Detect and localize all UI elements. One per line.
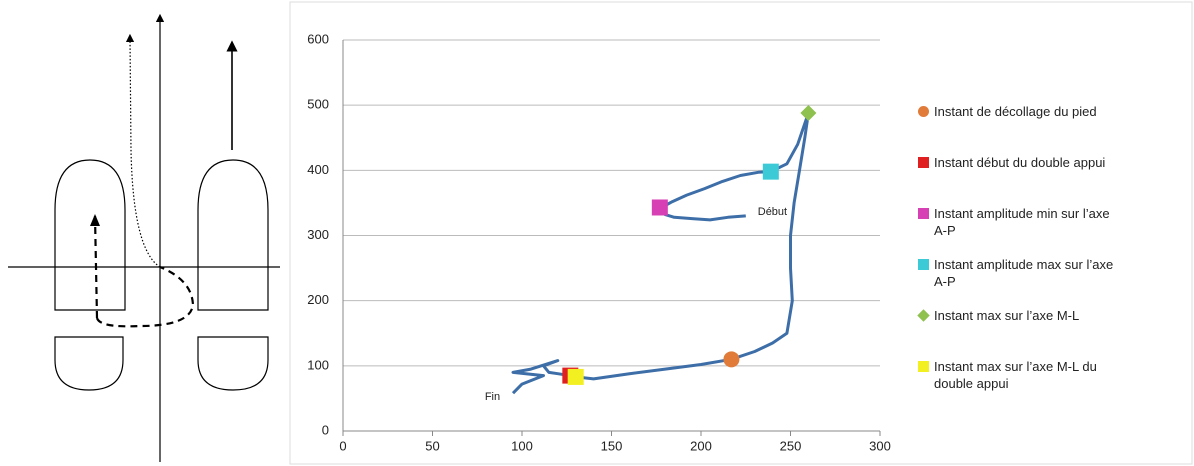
y-tick-label: 0 [322, 422, 329, 437]
legend-swatch [917, 309, 930, 322]
foot-outline [197, 336, 269, 391]
plot: 0 100 200 300 400 500 600 0 50 100 150 200 250 300 Déb… [307, 31, 891, 453]
x-tick-label: 50 [425, 438, 439, 453]
legend-swatch [918, 259, 929, 270]
legend-entry: Instant de décollage du pied [918, 103, 1118, 120]
legend-label: Instant max sur l’axe M-L du double appu… [934, 359, 1097, 391]
legend-swatch [918, 157, 929, 168]
foot-outline [54, 159, 126, 311]
legend-label: Instant max sur l’axe M-L [934, 308, 1080, 323]
y-tick-label: 200 [307, 292, 329, 307]
x-tick-label: 150 [601, 438, 623, 453]
chart-frame [289, 1, 1193, 465]
marker [800, 104, 817, 121]
legend-entry: Instant amplitude max sur l’axe A-P [918, 256, 1118, 290]
legend-entry: Instant amplitude min sur l’axe A-P [918, 205, 1118, 239]
legend-label: Instant début du double appui [934, 155, 1106, 170]
foot-outline [54, 336, 124, 391]
gait-diagram [8, 13, 280, 462]
y-tick-label: 400 [307, 162, 329, 177]
foot-outline [197, 159, 269, 311]
legend-swatch [918, 208, 929, 219]
legend-label: Instant amplitude min sur l’axe A-P [934, 206, 1110, 238]
legend-entry: Instant max sur l’axe M-L [917, 307, 1118, 324]
legend-swatch [918, 106, 929, 117]
y-tick-label: 600 [307, 31, 329, 46]
arrow-head [90, 214, 100, 226]
y-tick-label: 100 [307, 357, 329, 372]
x-tick-label: 250 [780, 438, 802, 453]
legend-label: Instant amplitude max sur l’axe A-P [934, 257, 1114, 289]
dotted-path [125, 33, 161, 268]
legend-entry: Instant début du double appui [918, 154, 1118, 171]
annotation: Fin [485, 391, 500, 403]
legend-swatch [918, 361, 929, 372]
x-tick-label: 300 [869, 438, 891, 453]
marker [723, 351, 740, 368]
dashed-path [93, 215, 195, 328]
legend-entry: Instant max sur l’axe M-L du double appu… [918, 358, 1118, 392]
marker [567, 368, 584, 385]
x-tick-label: 100 [511, 438, 533, 453]
marker [651, 199, 668, 216]
x-tick-label: 0 [339, 438, 346, 453]
y-tick-label: 500 [307, 97, 329, 112]
x-tick-label: 200 [690, 438, 712, 453]
trajectory [511, 111, 810, 395]
annotation: Début [758, 206, 787, 218]
y-tick-label: 300 [307, 227, 329, 242]
legend-label: Instant de décollage du pied [934, 104, 1097, 119]
marker [762, 163, 779, 180]
